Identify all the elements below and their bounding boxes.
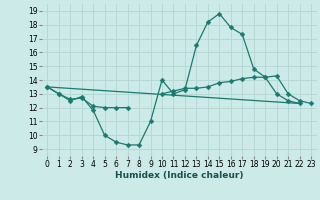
X-axis label: Humidex (Indice chaleur): Humidex (Indice chaleur)	[115, 171, 244, 180]
